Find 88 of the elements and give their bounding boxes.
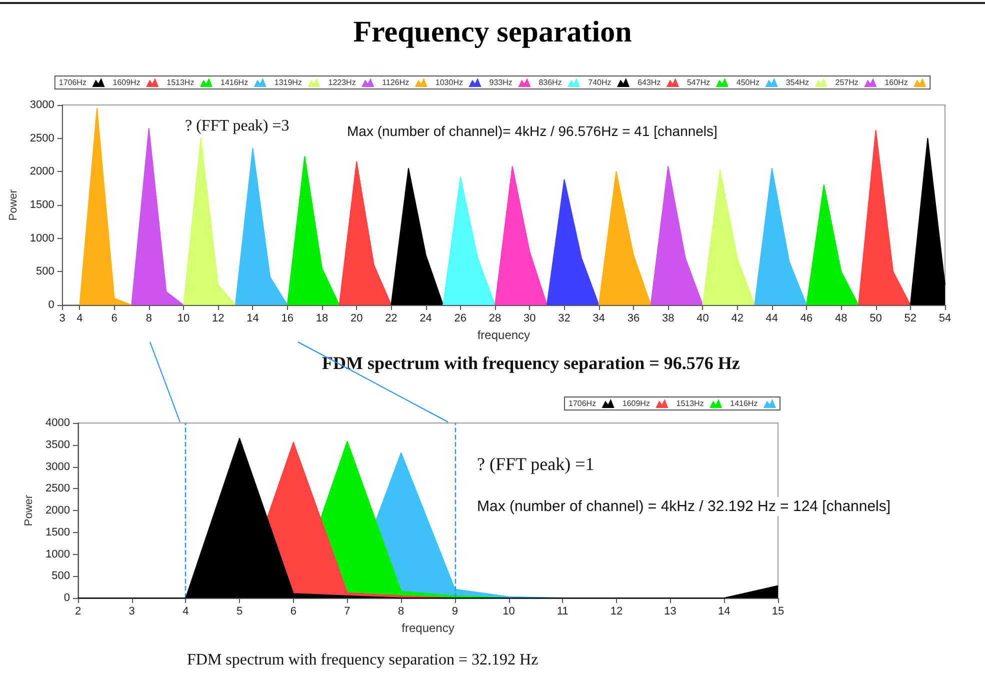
x-tick-label: 2 bbox=[74, 606, 82, 618]
x-tick-label: 14 bbox=[246, 312, 259, 324]
x-tick-label: 14 bbox=[718, 606, 730, 618]
x-tick-label: 40 bbox=[696, 312, 709, 324]
y-tick-label: 1000 bbox=[46, 548, 70, 560]
legend-label: 1513Hz bbox=[676, 399, 704, 408]
x-tick-label: 4 bbox=[76, 312, 83, 324]
x-tick-label: 10 bbox=[502, 606, 515, 618]
x-tick-label: 30 bbox=[524, 312, 536, 324]
y-tick-label: 4000 bbox=[46, 417, 70, 429]
y-axis-title: Power bbox=[8, 189, 20, 221]
x-tick-label: 42 bbox=[731, 312, 744, 324]
x-tick-label: 8 bbox=[146, 312, 152, 324]
x-tick-label: 5 bbox=[236, 606, 243, 618]
annotation: Max (number of channel) = 4kHz / 32.192 Hz = 124 [channels] bbox=[477, 498, 891, 515]
legend-label: 1513Hz bbox=[166, 78, 194, 87]
legend-label: 1609Hz bbox=[622, 399, 650, 408]
y-tick-label: 3000 bbox=[46, 460, 70, 473]
x-tick-label: 8 bbox=[398, 606, 404, 618]
x-tick-label: 36 bbox=[627, 312, 640, 324]
legend-label: 1126Hz bbox=[382, 78, 410, 87]
legend-label: 836Hz bbox=[538, 78, 562, 87]
text: FDM spectrum with frequency separation = 32.192 Hz bbox=[187, 652, 538, 668]
legend-label: 740Hz bbox=[588, 78, 612, 87]
x-tick-label: 11 bbox=[556, 606, 568, 618]
x-tick-label: 54 bbox=[938, 312, 952, 324]
legend-label: 1030Hz bbox=[435, 78, 463, 87]
x-tick-label: 26 bbox=[454, 312, 467, 324]
x-axis-title: frequency bbox=[477, 328, 530, 342]
legend-label: 1319Hz bbox=[274, 78, 302, 87]
x-tick-label: 20 bbox=[350, 312, 363, 324]
y-tick-label: 2000 bbox=[30, 166, 54, 178]
x-tick-label: 34 bbox=[592, 312, 605, 324]
y-tick-label: 2500 bbox=[46, 482, 70, 495]
y-tick-label: 500 bbox=[36, 266, 54, 278]
legend-label: 933Hz bbox=[489, 78, 512, 87]
x-tick-label: 52 bbox=[904, 312, 917, 324]
y-axis-title: Power bbox=[23, 494, 36, 526]
x-tick-label: 4 bbox=[182, 606, 189, 618]
y-tick-label: 1500 bbox=[30, 199, 54, 211]
x-tick-label: 3 bbox=[59, 312, 66, 324]
y-tick-label: 2000 bbox=[46, 504, 70, 516]
x-tick-label: 12 bbox=[610, 606, 623, 618]
x-tick-label: 50 bbox=[870, 312, 882, 324]
x-tick-label: 32 bbox=[558, 312, 570, 324]
x-tick-label: 9 bbox=[452, 606, 458, 618]
x-tick-label: 48 bbox=[835, 312, 848, 324]
legend-label: 257Hz bbox=[835, 78, 858, 87]
annotation: Max (number of channel)= 4kHz / 96.576Hz = 41 [channels] bbox=[347, 123, 718, 139]
x-tick-label: 46 bbox=[800, 312, 813, 324]
y-tick-label: 500 bbox=[52, 570, 70, 582]
legend-label: 547Hz bbox=[686, 78, 710, 87]
x-axis-title: frequency bbox=[402, 621, 454, 635]
x-tick-label: 7 bbox=[344, 606, 350, 618]
x-tick-label: 10 bbox=[177, 312, 190, 324]
y-tick-label: 2500 bbox=[30, 132, 54, 144]
x-tick-label: 16 bbox=[281, 312, 294, 324]
x-tick-label: 18 bbox=[316, 312, 328, 324]
x-tick-label: 28 bbox=[488, 312, 502, 324]
x-tick-label: 44 bbox=[766, 312, 778, 324]
annotation: ? (FFT peak) =3 bbox=[185, 118, 290, 134]
x-tick-label: 12 bbox=[212, 312, 224, 324]
x-tick-label: 24 bbox=[420, 312, 432, 324]
x-tick-label: 3 bbox=[128, 606, 135, 618]
legend-label: 1223Hz bbox=[328, 78, 356, 87]
x-tick-label: 15 bbox=[772, 606, 784, 618]
legend-label: 1706Hz bbox=[568, 399, 596, 408]
legend-label: 1416Hz bbox=[220, 78, 248, 87]
x-tick-label: 6 bbox=[290, 606, 296, 618]
y-tick-label: 0 bbox=[48, 299, 54, 311]
x-tick-label: 6 bbox=[111, 312, 118, 324]
y-tick-label: 0 bbox=[64, 592, 70, 604]
chart-title: Frequency separation bbox=[353, 16, 632, 48]
legend-label: 643Hz bbox=[638, 78, 661, 87]
legend-label: 160Hz bbox=[884, 78, 908, 87]
y-tick-label: 1000 bbox=[30, 232, 54, 244]
legend-label: 354Hz bbox=[786, 78, 809, 87]
annotation: ? (FFT peak) =1 bbox=[477, 454, 594, 474]
x-tick-label: 13 bbox=[664, 606, 676, 618]
legend-label: 450Hz bbox=[736, 78, 760, 87]
x-tick-label: 22 bbox=[385, 312, 398, 324]
legend-label: 1609Hz bbox=[112, 78, 140, 87]
legend-label: 1706Hz bbox=[58, 78, 86, 87]
y-tick-label: 3000 bbox=[30, 99, 54, 111]
y-tick-label: 1500 bbox=[46, 526, 70, 538]
y-tick-label: 3500 bbox=[46, 438, 70, 451]
x-tick-label: 38 bbox=[662, 312, 674, 324]
legend-label: 1416Hz bbox=[730, 399, 758, 408]
